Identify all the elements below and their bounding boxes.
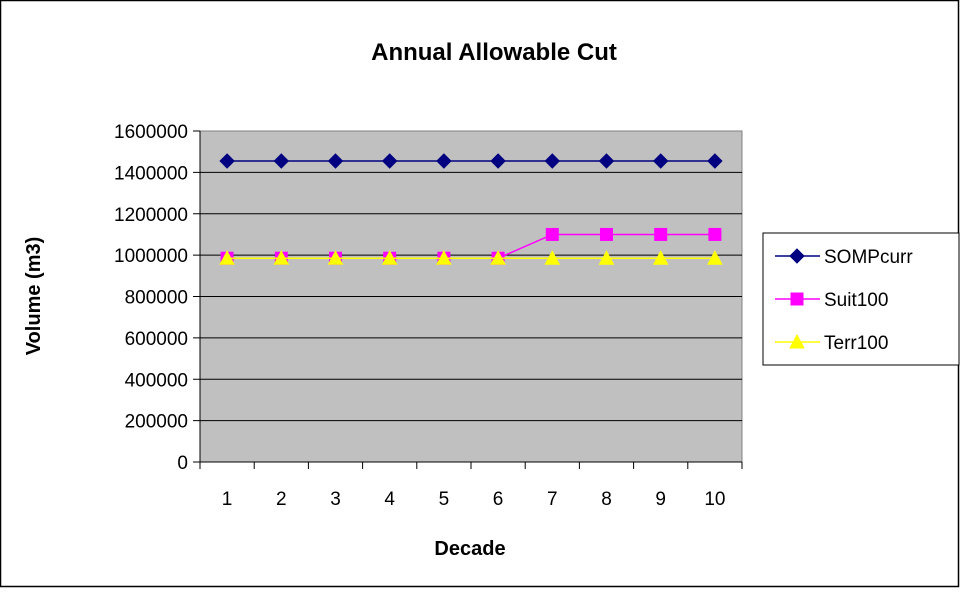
- y-tick-label: 1400000: [114, 163, 188, 184]
- data-point: [436, 250, 452, 265]
- data-point: [327, 153, 344, 169]
- series-Terr100: [219, 250, 723, 265]
- data-point: [381, 153, 398, 169]
- x-axis-label: Decade: [434, 538, 505, 560]
- data-point: [219, 153, 235, 169]
- x-tick-label: 4: [384, 489, 395, 510]
- gridlines: [200, 171, 742, 422]
- x-tick-label: 8: [601, 489, 612, 510]
- data-point: [652, 153, 669, 169]
- data-point: [544, 250, 561, 265]
- x-tick-label: 5: [439, 489, 450, 510]
- chart-title: Annual Allowable Cut: [371, 39, 617, 66]
- series-layer: [219, 153, 723, 265]
- x-tick-label: 3: [330, 489, 341, 510]
- legend-marker: [789, 248, 805, 264]
- data-point: [490, 250, 506, 265]
- data-point: [654, 227, 668, 241]
- x-tick-label: 1: [222, 489, 233, 510]
- data-point: [707, 153, 723, 169]
- legend-label: Suit100: [824, 290, 888, 311]
- data-point: [707, 250, 723, 265]
- y-tick-label: 600000: [125, 329, 188, 350]
- y-tick-label: 800000: [125, 288, 188, 309]
- x-tick-label: 10: [704, 489, 725, 510]
- legend-marker: [790, 292, 804, 306]
- legend: SOMPcurr Suit100 Terr100: [762, 232, 960, 366]
- x-tick-label: 9: [655, 489, 666, 510]
- data-point: [273, 250, 290, 265]
- axes: 0 200000 400000 600000 800000 1000000 1200000 1…: [114, 122, 743, 510]
- data-point: [600, 227, 613, 241]
- x-tick-label: 6: [493, 489, 504, 510]
- data-point: [598, 250, 615, 265]
- y-tick-label: 1200000: [114, 205, 188, 226]
- y-tick-label: 1600000: [114, 122, 188, 143]
- y-tick-label: 0: [177, 453, 188, 474]
- legend-label: Terr100: [824, 333, 888, 354]
- data-point: [652, 250, 669, 265]
- data-point: [545, 227, 559, 241]
- x-tick-label: 7: [547, 489, 558, 510]
- data-point: [436, 153, 452, 169]
- data-point: [327, 250, 344, 265]
- data-point: [708, 227, 722, 241]
- data-point: [219, 250, 235, 265]
- legend-entry: Suit100: [775, 290, 888, 311]
- legend-marker: [789, 333, 805, 349]
- y-tick-label: 200000: [125, 412, 188, 433]
- data-point: [598, 153, 615, 169]
- y-tick-label: 400000: [125, 370, 188, 391]
- x-tick-label: 2: [276, 489, 287, 510]
- data-point: [381, 250, 398, 265]
- data-point: [544, 153, 561, 169]
- legend-entry: SOMPcurr: [775, 247, 913, 268]
- y-tick-label: 1000000: [114, 246, 188, 267]
- legend-label: SOMPcurr: [824, 247, 913, 268]
- y-axis-label: Volume (m3): [23, 237, 45, 356]
- legend-entry: Terr100: [775, 333, 888, 354]
- series-SOMPcurr: [219, 153, 723, 169]
- data-point: [490, 153, 506, 169]
- data-point: [273, 153, 290, 169]
